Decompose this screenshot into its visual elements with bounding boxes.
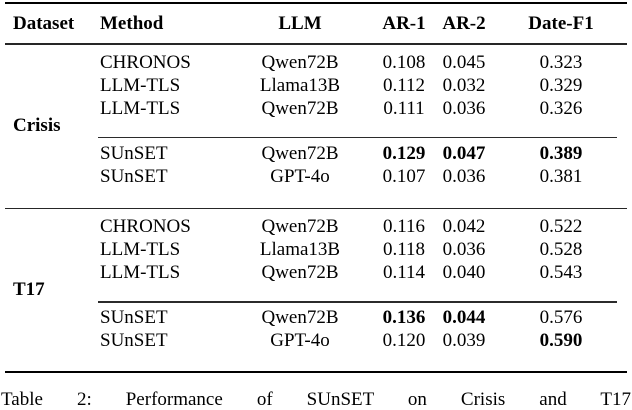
cell-llm: Qwen72B — [261, 262, 339, 283]
cell-datef1: 0.590 — [539, 330, 583, 351]
cell-ar1: 0.118 — [382, 239, 426, 260]
cell-ar1: 0.111 — [383, 97, 425, 119]
cell-ar2: 0.039 — [442, 330, 486, 351]
cell-ar1: 0.114 — [382, 262, 426, 283]
column-header-ar1: AR-1 — [382, 13, 426, 34]
table-row: LLM-TLS Llama13B 0.112 0.032 0.329 — [5, 74, 627, 97]
section-divider-rule — [5, 207, 627, 209]
cell-method: CHRONOS — [100, 51, 191, 73]
cell-llm: GPT-4o — [270, 165, 330, 187]
table-caption: Table 2: Performance of SUnSET on Crisis… — [1, 389, 631, 410]
results-table: Dataset Method LLM AR-1 AR-2 Date-F1 Cri… — [5, 2, 627, 373]
cell-datef1: 0.522 — [539, 216, 583, 237]
dataset-label-t17: T17 — [13, 279, 45, 300]
column-header-method: Method — [100, 13, 164, 34]
cell-datef1: 0.323 — [539, 51, 583, 73]
cell-method: LLM-TLS — [100, 262, 181, 283]
cell-method: SUnSET — [100, 165, 168, 187]
table-row: SUnSET Qwen72B 0.136 0.044 0.576 — [5, 306, 627, 329]
column-header-datef1: Date-F1 — [528, 13, 594, 34]
cell-method: SUnSET — [100, 142, 168, 164]
cell-ar2: 0.036 — [442, 97, 486, 119]
table-row: SUnSET GPT-4o 0.107 0.036 0.381 — [5, 165, 627, 188]
cell-ar1: 0.112 — [382, 74, 426, 96]
cell-ar2: 0.036 — [442, 165, 486, 187]
cell-llm: Qwen72B — [261, 216, 339, 237]
cell-llm: GPT-4o — [270, 330, 330, 351]
table-row: CHRONOS Qwen72B 0.108 0.045 0.323 — [5, 51, 627, 74]
cell-ar2: 0.044 — [442, 307, 486, 328]
cell-datef1: 0.528 — [539, 239, 583, 260]
cell-datef1: 0.326 — [539, 97, 583, 119]
cell-method: LLM-TLS — [100, 97, 181, 119]
table-row: LLM-TLS Qwen72B 0.114 0.040 0.543 — [5, 261, 627, 284]
cell-ar2: 0.040 — [442, 262, 486, 283]
cell-llm: Qwen72B — [261, 51, 339, 73]
column-header-dataset: Dataset — [13, 13, 75, 34]
table-header-row: Dataset Method LLM AR-1 AR-2 Date-F1 — [5, 4, 627, 43]
cell-ar1: 0.116 — [382, 216, 426, 237]
cell-ar1: 0.136 — [382, 307, 426, 328]
table-row: CHRONOS Qwen72B 0.116 0.042 0.522 — [5, 215, 627, 238]
table-row: LLM-TLS Qwen72B 0.111 0.036 0.326 — [5, 97, 627, 120]
cell-ar1: 0.108 — [382, 51, 426, 73]
cell-datef1: 0.329 — [539, 74, 583, 96]
header-rule — [5, 43, 627, 45]
column-header-llm: LLM — [278, 13, 322, 34]
crisis-subrule — [98, 136, 617, 138]
top-rule — [5, 2, 627, 4]
cell-ar2: 0.036 — [442, 239, 486, 260]
cell-ar2: 0.047 — [442, 142, 486, 164]
cell-llm: Qwen72B — [261, 97, 339, 119]
cell-method: CHRONOS — [100, 216, 191, 237]
column-header-ar2: AR-2 — [442, 13, 486, 34]
cell-method: SUnSET — [100, 307, 168, 328]
cell-ar2: 0.032 — [442, 74, 486, 96]
cell-ar2: 0.042 — [442, 216, 486, 237]
cell-ar1: 0.107 — [382, 165, 426, 187]
cell-ar2: 0.045 — [442, 51, 486, 73]
table-row: SUnSET GPT-4o 0.120 0.039 0.590 — [5, 329, 627, 352]
t17-subrule-row — [5, 284, 627, 306]
table-row: SUnSET Qwen72B 0.129 0.047 0.389 — [5, 142, 627, 165]
cell-datef1: 0.543 — [539, 262, 583, 283]
cell-datef1: 0.576 — [539, 307, 583, 328]
crisis-subrule-row — [5, 120, 627, 142]
t17-subrule — [98, 301, 617, 303]
cell-method: LLM-TLS — [100, 74, 181, 96]
cell-llm: Qwen72B — [261, 307, 339, 328]
cell-datef1: 0.389 — [539, 142, 583, 164]
cell-method: LLM-TLS — [100, 239, 181, 260]
cell-ar1: 0.120 — [382, 330, 426, 351]
bottom-rule — [5, 371, 627, 373]
section-crisis: Crisis CHRONOS Qwen72B 0.108 0.045 0.323… — [5, 45, 627, 208]
table-row: LLM-TLS Llama13B 0.118 0.036 0.528 — [5, 238, 627, 261]
cell-llm: Qwen72B — [261, 142, 339, 164]
dataset-label-crisis: Crisis — [13, 115, 61, 136]
cell-ar1: 0.129 — [382, 142, 426, 164]
section-t17: T17 CHRONOS Qwen72B 0.116 0.042 0.522 LL… — [5, 209, 627, 371]
cell-llm: Llama13B — [259, 239, 341, 260]
cell-method: SUnSET — [100, 330, 168, 351]
cell-datef1: 0.381 — [539, 165, 583, 187]
cell-llm: Llama13B — [259, 74, 341, 96]
